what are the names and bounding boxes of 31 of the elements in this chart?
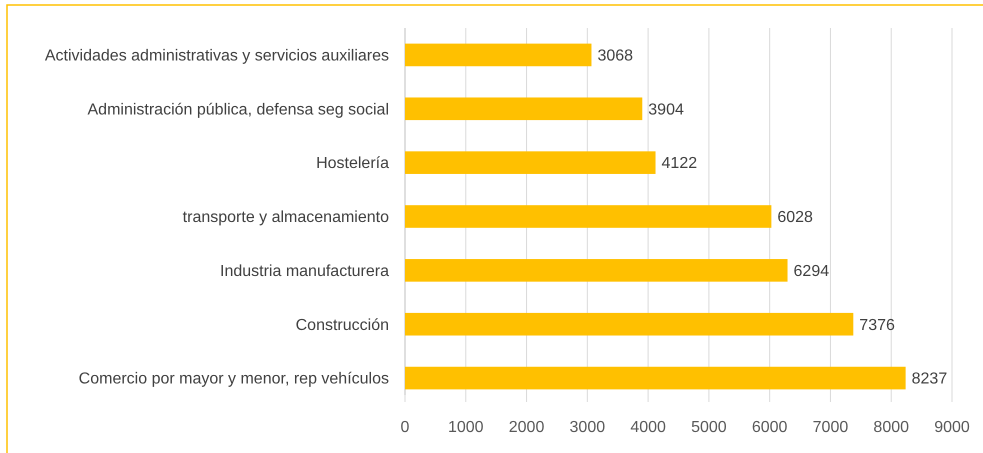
y-tick-label: Industria manufacturera [220, 262, 390, 280]
bar [405, 97, 642, 120]
x-tick-label: 7000 [812, 419, 848, 436]
data-label: 3068 [597, 48, 634, 65]
y-tick-label: Hostelería [316, 155, 390, 172]
x-tick-label: 4000 [630, 419, 666, 436]
x-tick-label: 5000 [691, 419, 727, 436]
data-label: 8237 [912, 370, 948, 388]
x-tick-label: 2000 [508, 419, 544, 436]
data-label: 6294 [794, 262, 830, 280]
bar [405, 44, 592, 66]
y-tick-label: transporte y almacenamiento [182, 209, 390, 226]
y-tick-label: Construcción [296, 316, 389, 334]
y-tick-label: Administración pública, defensa seg social [88, 101, 389, 118]
x-tick-label: 3000 [570, 419, 606, 436]
bar [405, 151, 656, 174]
x-tick-label: 6000 [752, 419, 788, 436]
data-label: 6028 [777, 209, 814, 226]
bar [405, 205, 772, 228]
y-tick-label: Actividades administrativas y servicios auxiliares [44, 48, 389, 65]
bar [405, 312, 854, 336]
x-tick-label: 0 [400, 419, 410, 436]
y-tick-label: Comercio por mayor y menor, rep vehículos [78, 370, 389, 388]
x-tick-label: 8000 [873, 419, 910, 436]
x-tick-label: 1000 [448, 419, 484, 436]
bar [405, 366, 906, 390]
bar [405, 259, 788, 282]
data-label: 4122 [662, 155, 698, 172]
data-label: 3904 [648, 101, 684, 118]
data-label: 7376 [859, 316, 895, 334]
x-tick-label: 9000 [934, 419, 970, 436]
